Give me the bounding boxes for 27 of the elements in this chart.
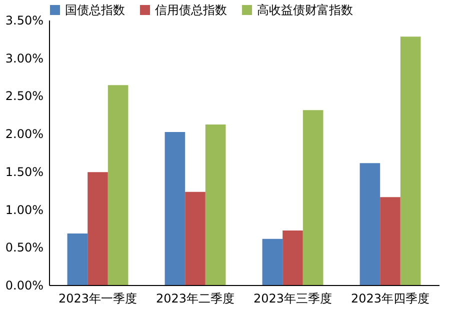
y-tick-label: 3.50% — [5, 14, 44, 28]
bar — [185, 192, 206, 285]
legend-label: 信用债总指数 — [155, 3, 227, 17]
x-tick-label: 2023年二季度 — [156, 292, 235, 306]
bar — [282, 230, 303, 285]
y-tick-label: 1.50% — [5, 164, 44, 179]
bar — [205, 124, 226, 285]
y-tick-label: 2.00% — [5, 127, 44, 142]
y-tick-label: 0.50% — [5, 240, 44, 255]
y-tick-label: 3.00% — [5, 51, 44, 66]
bar — [302, 110, 324, 285]
y-tick-label: 0.00% — [5, 278, 44, 292]
bar — [400, 36, 421, 285]
x-tick-label: 2023年三季度 — [253, 292, 332, 306]
x-tick-label: 2023年四季度 — [350, 292, 430, 306]
bar — [360, 163, 380, 285]
bar — [67, 234, 88, 285]
legend-label: 国债总指数 — [65, 3, 125, 17]
y-tick-label: 2.50% — [5, 89, 44, 104]
bar — [88, 172, 108, 285]
bar — [380, 197, 400, 285]
bar — [108, 85, 128, 285]
legend-label: 高收益债财富指数 — [257, 3, 353, 17]
y-tick-label: 1.00% — [5, 202, 44, 217]
bar — [262, 238, 283, 285]
bar — [164, 132, 186, 285]
x-tick-label: 2023年一季度 — [58, 292, 138, 306]
